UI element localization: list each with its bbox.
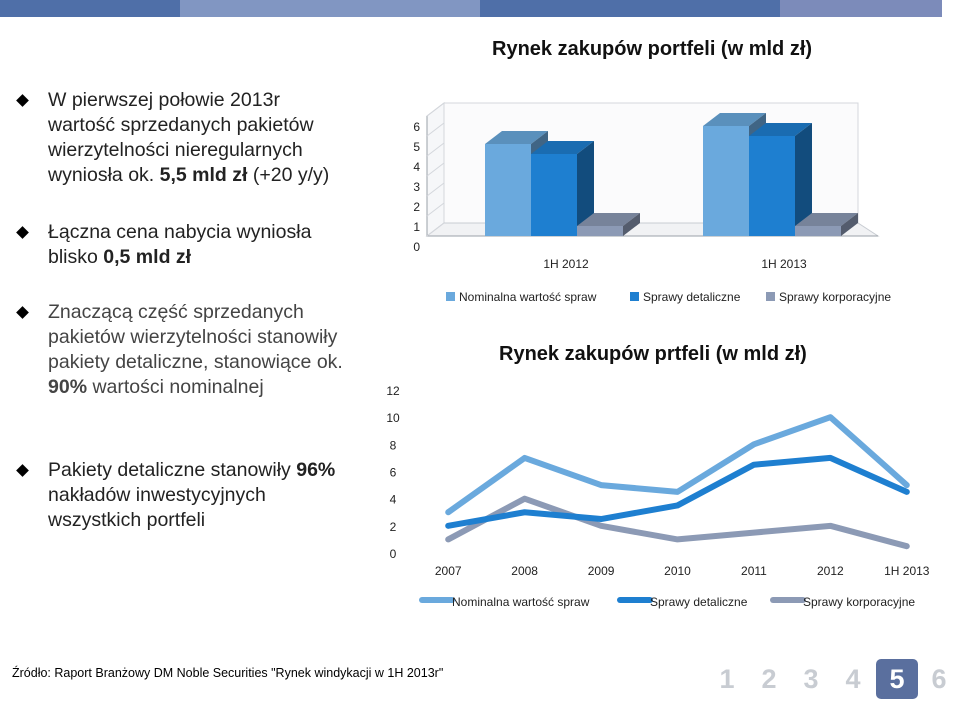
page-number-2[interactable]: 2	[761, 664, 777, 694]
page-number-1[interactable]: 1	[719, 664, 735, 694]
bullet-plain: Pakiety detaliczne stanowiły	[48, 459, 297, 481]
y-tick-label: 6	[390, 466, 397, 480]
y-tick-label: 2	[390, 520, 397, 534]
bullet-tail: (+20 y/y)	[247, 164, 330, 186]
bar-side	[623, 213, 640, 236]
x-tick-label: 1H 2013	[884, 564, 930, 578]
x-tick-label: 2012	[817, 564, 844, 578]
bar-top	[703, 113, 766, 126]
bullet-bold: 96%	[296, 459, 336, 481]
legend-label: Nominalna wartość spraw	[452, 595, 590, 609]
page-number-6[interactable]: 6	[931, 664, 947, 694]
y-tick-label: 6	[413, 120, 420, 134]
bar	[749, 136, 795, 236]
bar-side	[841, 213, 858, 236]
bar	[485, 144, 531, 236]
y-tick-label: 0	[413, 240, 420, 254]
bar	[703, 126, 749, 236]
source-note: Źródło: Raport Branżowy DM Noble Securit…	[12, 666, 444, 680]
y-tick-label: 12	[386, 384, 400, 398]
x-tick-label: 2008	[511, 564, 538, 578]
bullet-bold: 5,5 mld zł	[159, 164, 248, 186]
legend-label: Sprawy korporacyjne	[779, 290, 891, 304]
bar-top	[531, 141, 594, 154]
page-number-4[interactable]: 4	[845, 664, 861, 694]
legend-label: Sprawy detaliczne	[643, 290, 741, 304]
top-bar-segment	[180, 0, 480, 17]
bar	[577, 226, 623, 236]
y-tick-label: 4	[413, 160, 420, 174]
bullet-text: Pakiety detaliczne stanowiły 96% nakładó…	[48, 458, 348, 533]
bullet-plain: Łączna cena nabycia wyniosła blisko	[48, 221, 312, 268]
legend-swatch	[766, 292, 775, 301]
line-chart-title: Rynek zakupów prtfeli (w mld zł)	[499, 343, 807, 365]
x-tick-label: 2009	[588, 564, 615, 578]
y-tick-label: 4	[390, 493, 397, 507]
y-tick-label: 8	[390, 438, 397, 452]
grid-tick	[426, 222, 445, 237]
bullet-text: Znaczącą część sprzedanych pakietów wier…	[48, 300, 348, 400]
bullet-bold: 90%	[48, 376, 88, 398]
y-tick-label: 1	[413, 220, 420, 234]
bar-top	[749, 123, 812, 136]
bar	[795, 226, 841, 236]
grid-tick	[426, 182, 445, 197]
x-tick-label: 1H 2012	[543, 257, 589, 271]
bar-top	[577, 213, 640, 226]
bullet-plain: W pierwszej połowie 2013r wartość sprzed…	[48, 89, 314, 186]
grid-tick	[426, 162, 445, 177]
bullet-tail: nakładów inwestycyjnych wszystkich portf…	[48, 484, 266, 531]
x-tick-label: 2010	[664, 564, 691, 578]
bullet-bold: 0,5 mld zł	[103, 246, 192, 268]
y-tick-label: 5	[413, 140, 420, 154]
legend-label: Sprawy korporacyjne	[803, 595, 915, 609]
top-bar-segment	[0, 0, 180, 17]
bar-side	[795, 123, 812, 236]
top-bar-segment	[480, 0, 780, 17]
legend-swatch	[630, 292, 639, 301]
y-tick-label: 3	[413, 180, 420, 194]
bullet-text: W pierwszej połowie 2013r wartość sprzed…	[48, 88, 348, 188]
bullet-tail: wartości nominalnej	[87, 376, 264, 398]
bullet-text: Łączna cena nabycia wyniosła blisko 0,5 …	[48, 220, 348, 270]
series-line	[445, 454, 910, 529]
legend-label: Sprawy detaliczne	[650, 595, 748, 609]
grid-tick	[426, 122, 445, 137]
series-line	[445, 414, 910, 516]
top-bar-segment	[780, 0, 942, 17]
grid-tick	[426, 202, 445, 217]
legend-swatch	[446, 292, 455, 301]
page-number-3[interactable]: 3	[803, 664, 819, 694]
y-tick-label: 10	[386, 411, 400, 425]
grid-tick	[426, 142, 445, 157]
x-tick-label: 2007	[435, 564, 462, 578]
legend-label: Nominalna wartość spraw	[459, 290, 597, 304]
x-tick-label: 1H 2013	[761, 257, 807, 271]
bar-chart-title: Rynek zakupów portfeli (w mld zł)	[492, 38, 813, 60]
series-line	[445, 495, 910, 550]
bar-top	[795, 213, 858, 226]
bullet-plain: Znaczącą część sprzedanych pakietów wier…	[48, 301, 343, 373]
bar	[531, 154, 577, 236]
x-tick-label: 2011	[741, 564, 767, 578]
bar-top	[485, 131, 548, 144]
y-tick-label: 0	[390, 547, 397, 561]
y-tick-label: 2	[413, 200, 420, 214]
page-number-5[interactable]: 5	[876, 659, 918, 699]
grid-tick	[426, 102, 445, 117]
bar-side	[577, 141, 594, 236]
